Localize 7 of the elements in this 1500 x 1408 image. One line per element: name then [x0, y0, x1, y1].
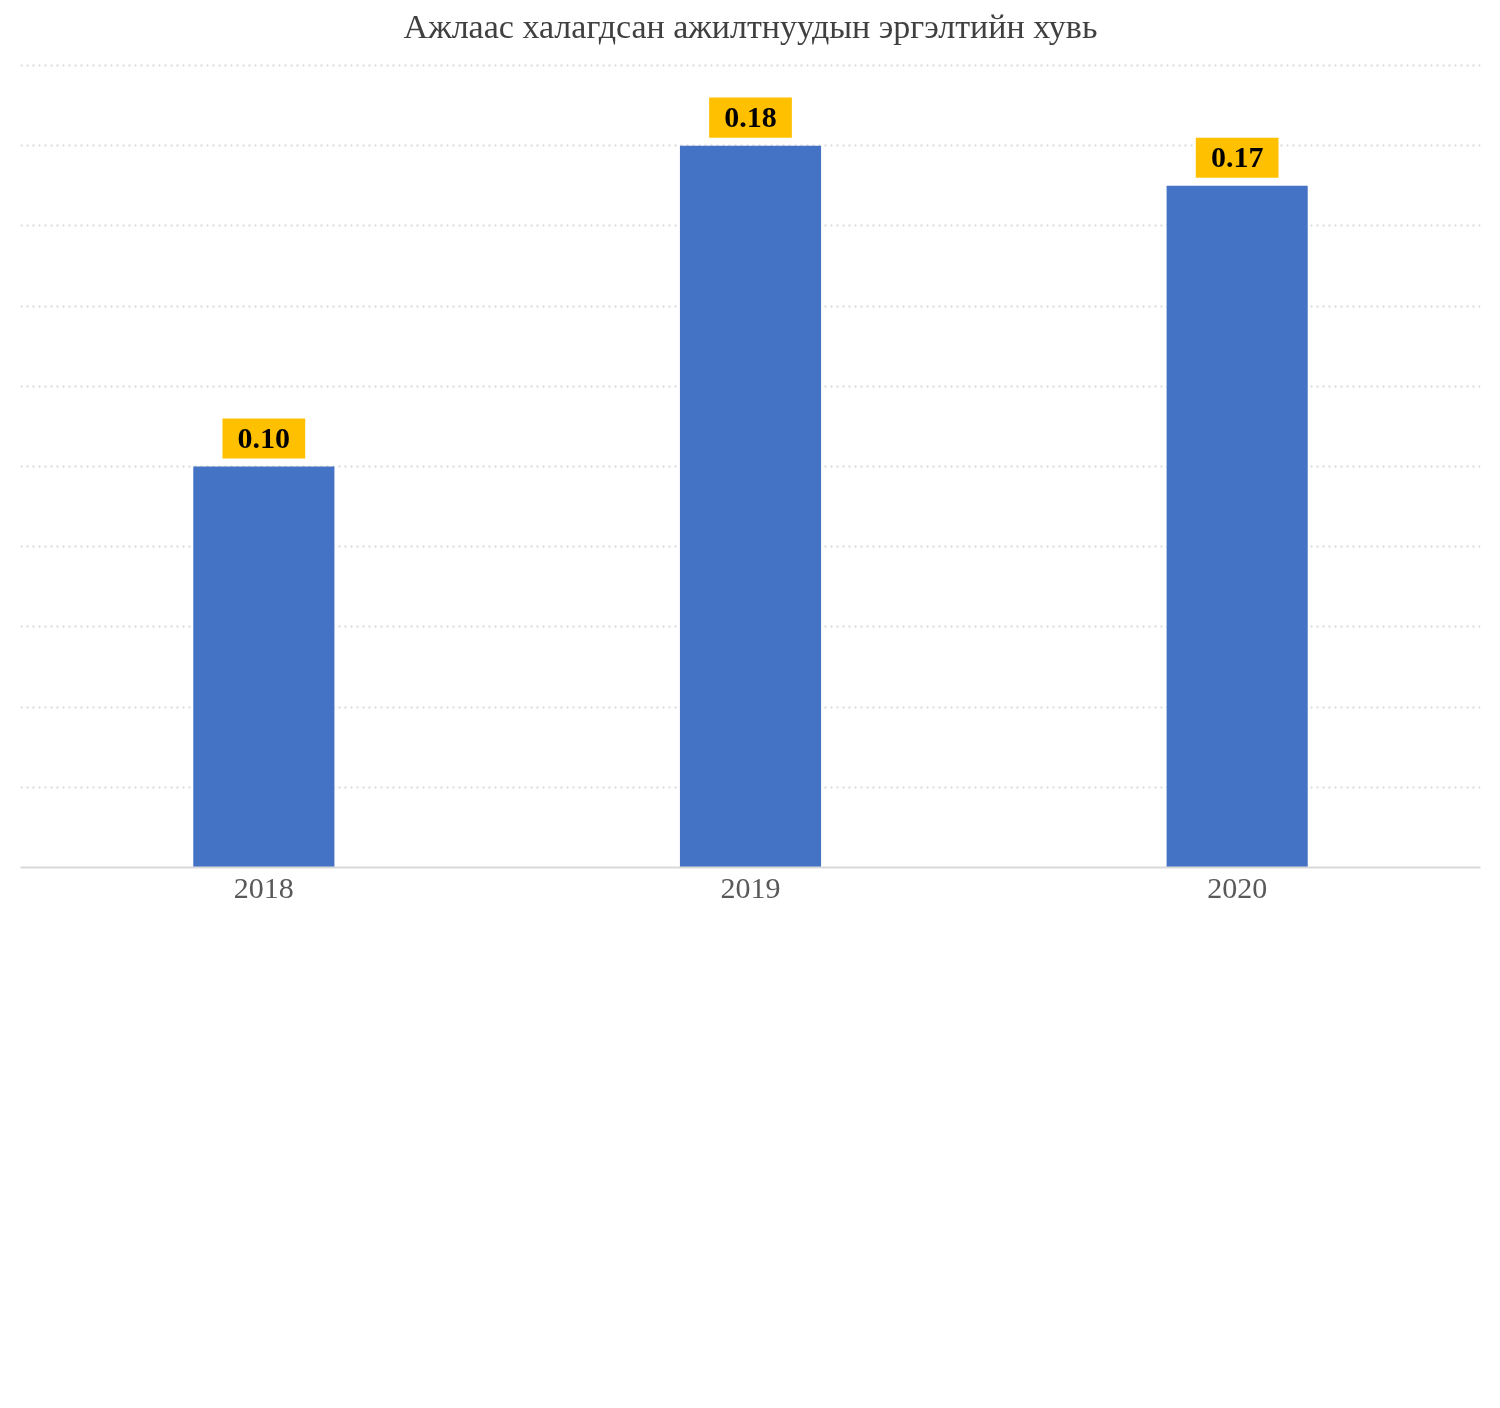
x-tick-label: 2020 [1207, 870, 1268, 904]
chart-title: Ажлаас халагдсан ажилтнуудын эргэлтийн хувь [403, 7, 1098, 45]
x-tick-label: 2019 [720, 870, 781, 904]
data-label: 0.17 [1210, 140, 1264, 174]
data-label: 0.18 [724, 100, 777, 134]
x-tick-label: 2018 [233, 870, 294, 904]
data-label: 0.10 [237, 420, 291, 454]
